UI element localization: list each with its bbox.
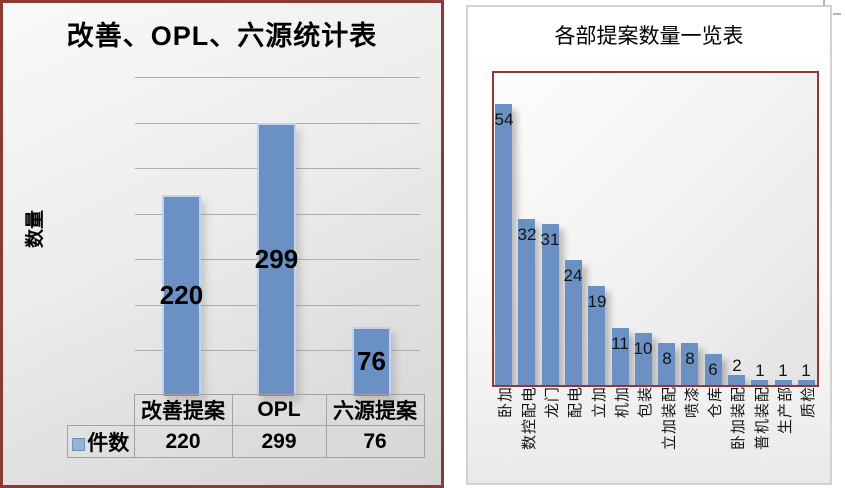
category-label-text: 立加装配 bbox=[660, 386, 678, 451]
bar bbox=[705, 354, 722, 385]
data-table-value-cell: 220 bbox=[133, 425, 233, 458]
bar-value-label: 10 bbox=[633, 339, 653, 358]
bar bbox=[257, 123, 296, 396]
bar-value-label: 1 bbox=[778, 361, 788, 380]
category-label-text: 机加 bbox=[614, 386, 631, 419]
right-chart-title: 各部提案数量一览表 bbox=[554, 25, 744, 48]
category-label-text: 生产部 bbox=[777, 386, 795, 435]
bar bbox=[518, 219, 535, 385]
background-window-tick bbox=[833, 13, 841, 15]
bar-value-label: 76 bbox=[357, 346, 386, 376]
left-chart-data-table: 改善提案 OPL 六源提案 件数 220 299 76 bbox=[67, 394, 425, 458]
gridline bbox=[135, 77, 420, 78]
category-label-text: 配电 bbox=[567, 386, 585, 419]
right-chart-panel[interactable]: 各部提案数量一览表 54 32 31 24 19 11 10 8 8 6 2 1 1 1 卧加 数控配电 龙门… bbox=[466, 5, 832, 485]
bar bbox=[751, 380, 768, 385]
left-chart-plot-area: 220 299 76 bbox=[3, 3, 441, 485]
bar-value-label: 2 bbox=[732, 356, 742, 375]
data-table-value-cell: 299 bbox=[231, 425, 327, 458]
category-label-text: 喷漆 bbox=[683, 386, 701, 419]
category-label-text: 卧加 bbox=[497, 386, 515, 419]
bar-value-label: 1 bbox=[755, 361, 765, 380]
bar bbox=[352, 327, 391, 396]
data-table-series-row: 件数 220 299 76 bbox=[67, 425, 425, 458]
category-label-text: 卧加装配 bbox=[730, 386, 748, 451]
data-table-header-cell: OPL bbox=[231, 394, 327, 426]
bar-value-label: 8 bbox=[685, 349, 695, 368]
bar-value-label: 11 bbox=[611, 334, 629, 353]
series-legend-cell: 件数 bbox=[67, 425, 135, 458]
series-legend-swatch-icon bbox=[72, 437, 86, 451]
bar bbox=[635, 333, 652, 385]
data-table-header-row: 改善提案 OPL 六源提案 bbox=[68, 394, 425, 426]
bar bbox=[542, 224, 559, 385]
bar bbox=[728, 375, 745, 385]
category-label-text: 数控配电 bbox=[520, 386, 538, 451]
category-label-text: 普机装配 bbox=[753, 386, 771, 451]
data-table-header-cell: 改善提案 bbox=[133, 394, 233, 426]
bar bbox=[775, 380, 792, 385]
data-table-value-cell: 76 bbox=[325, 425, 425, 458]
category-label-text: 包装 bbox=[637, 386, 655, 419]
bar bbox=[162, 195, 201, 396]
category-label-text: 质检 bbox=[800, 386, 818, 419]
bar-value-label: 31 bbox=[540, 230, 560, 249]
bar-value-label: 220 bbox=[159, 280, 204, 310]
bar bbox=[588, 286, 605, 385]
category-label-text: 龙门 bbox=[544, 386, 562, 419]
bar-value-label: 299 bbox=[254, 244, 299, 274]
category-label-text: 立加 bbox=[590, 386, 608, 419]
bar bbox=[612, 328, 629, 385]
background-window-tick bbox=[823, 0, 825, 6]
bar-value-label: 19 bbox=[587, 292, 607, 311]
right-chart-plot-area: 54 32 31 24 19 11 10 8 8 6 2 1 1 1 bbox=[492, 71, 819, 387]
bar bbox=[798, 380, 815, 385]
bar-value-label: 1 bbox=[801, 361, 811, 380]
bar-value-label: 24 bbox=[563, 266, 583, 285]
category-label-text: 仓库 bbox=[707, 386, 725, 419]
data-table-header-cell: 六源提案 bbox=[325, 394, 425, 426]
bar-value-label: 8 bbox=[662, 349, 672, 368]
bar bbox=[495, 104, 512, 385]
series-legend-label: 件数 bbox=[87, 431, 130, 455]
left-chart-panel[interactable]: 改善、OPL、六源统计表 数量 220 299 76 改善提案 OPL 六源提案 件… bbox=[0, 0, 444, 488]
bar-value-label: 54 bbox=[494, 110, 514, 129]
right-chart-category-axis: 卧加 数控配电 龙门 配电 立加 机加 包装 立加装配 喷漆 仓库 卧加装配 普机装配 生产部 质检 bbox=[468, 7, 830, 483]
bar-value-label: 6 bbox=[708, 360, 718, 379]
bar bbox=[658, 343, 675, 385]
left-chart-title: 改善、OPL、六源统计表 bbox=[66, 21, 378, 51]
bar-value-label: 32 bbox=[517, 225, 537, 244]
bar bbox=[681, 343, 698, 385]
data-table-corner-cell bbox=[68, 395, 135, 426]
bar bbox=[565, 260, 582, 385]
